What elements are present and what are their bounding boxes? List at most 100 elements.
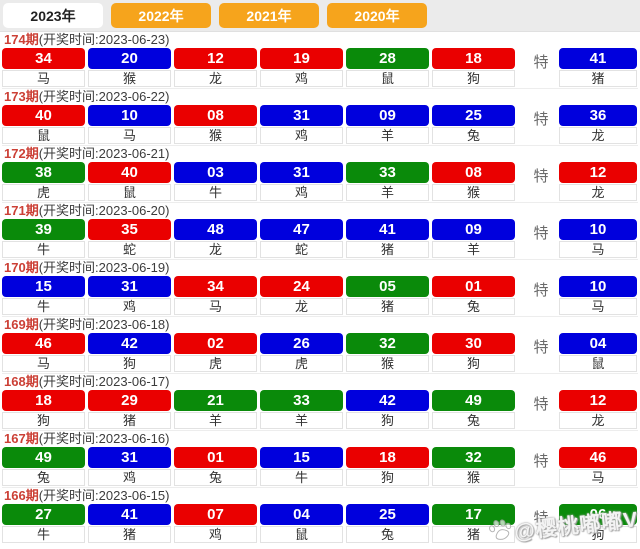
draw-period: 173期 bbox=[4, 89, 39, 104]
draw-period: 167期 bbox=[4, 431, 39, 446]
draw-block: 172期(开奖时间:2023-06-21) 38 虎 40 鼠 03 牛 31 鸡 33 羊 08 猴 特… bbox=[2, 145, 638, 201]
tab-2020年[interactable]: 2020年 bbox=[327, 3, 427, 28]
ball-cell: 03 牛 bbox=[174, 162, 257, 201]
ball-zodiac: 猴 bbox=[432, 469, 515, 486]
ball-cell: 41 猪 bbox=[88, 504, 171, 543]
ball-zodiac: 鼠 bbox=[260, 526, 343, 543]
ball-zodiac: 猴 bbox=[174, 127, 257, 144]
ball-number: 31 bbox=[260, 162, 343, 183]
ball-number: 10 bbox=[559, 276, 637, 297]
ball-cell: 18 狗 bbox=[432, 48, 515, 87]
draw-block: 170期(开奖时间:2023-06-19) 15 牛 31 鸡 34 马 24 龙 05 猪 01 兔特… bbox=[2, 259, 638, 315]
ball-cell: 08 猴 bbox=[432, 162, 515, 201]
ball-number: 01 bbox=[432, 276, 515, 297]
ball-zodiac: 虎 bbox=[260, 355, 343, 372]
ball-cell: 15 牛 bbox=[260, 447, 343, 486]
ball-zodiac: 猪 bbox=[346, 298, 429, 315]
ball-number: 33 bbox=[260, 390, 343, 411]
ball-zodiac: 牛 bbox=[260, 469, 343, 486]
ball-cell: 27 牛 bbox=[2, 504, 85, 543]
ball-number: 18 bbox=[346, 447, 429, 468]
ball-zodiac: 狗 bbox=[432, 355, 515, 372]
ball-cell: 35 蛇 bbox=[88, 219, 171, 258]
ball-number: 15 bbox=[2, 276, 85, 297]
tab-2021年[interactable]: 2021年 bbox=[219, 3, 319, 28]
draw-header: 168期(开奖时间:2023-06-17) bbox=[4, 374, 170, 389]
ball-cell: 25 兔 bbox=[346, 504, 429, 543]
special-ball-cell: 10 马 bbox=[559, 276, 637, 315]
ball-number: 31 bbox=[260, 105, 343, 126]
ball-zodiac: 猪 bbox=[559, 70, 637, 87]
ball-cell: 12 龙 bbox=[174, 48, 257, 87]
ball-zodiac: 蛇 bbox=[88, 241, 171, 258]
ball-number: 12 bbox=[559, 390, 637, 411]
ball-zodiac: 虎 bbox=[174, 355, 257, 372]
ball-cell: 49 兔 bbox=[2, 447, 85, 486]
ball-number: 49 bbox=[2, 447, 85, 468]
special-ball-cell: 46 马 bbox=[559, 447, 637, 486]
ball-zodiac: 马 bbox=[559, 469, 637, 486]
draw-period: 171期 bbox=[4, 203, 39, 218]
ball-number: 47 bbox=[260, 219, 343, 240]
ball-zodiac: 兔 bbox=[346, 526, 429, 543]
ball-number: 25 bbox=[346, 504, 429, 525]
ball-cell: 07 鸡 bbox=[174, 504, 257, 543]
ball-cell: 09 羊 bbox=[346, 105, 429, 144]
ball-zodiac: 兔 bbox=[174, 469, 257, 486]
ball-cell: 26 虎 bbox=[260, 333, 343, 372]
ball-number: 31 bbox=[88, 276, 171, 297]
ball-cell: 42 狗 bbox=[88, 333, 171, 372]
ball-number: 46 bbox=[559, 447, 637, 468]
special-ball-cell: 04 鼠 bbox=[559, 333, 637, 372]
ball-zodiac: 猪 bbox=[88, 412, 171, 429]
ball-row: 49 兔 31 鸡 01 兔 15 牛 18 狗 32 猴特 46 马 bbox=[2, 447, 638, 486]
ball-zodiac: 鼠 bbox=[559, 355, 637, 372]
ball-zodiac: 牛 bbox=[2, 241, 85, 258]
draw-list: 174期(开奖时间:2023-06-23) 34 马 20 猴 12 龙 19 鸡 28 鼠 18 狗特… bbox=[0, 32, 640, 543]
ball-row: 34 马 20 猴 12 龙 19 鸡 28 鼠 18 狗 特 41 猪 bbox=[2, 48, 638, 87]
ball-number: 08 bbox=[174, 105, 257, 126]
ball-zodiac: 鸡 bbox=[260, 127, 343, 144]
draw-header: 167期(开奖时间:2023-06-16) bbox=[4, 431, 170, 446]
ball-cell: 19 鸡 bbox=[260, 48, 343, 87]
ball-number: 08 bbox=[432, 162, 515, 183]
tab-2022年[interactable]: 2022年 bbox=[111, 3, 211, 28]
ball-zodiac: 蛇 bbox=[260, 241, 343, 258]
draw-header: 166期(开奖时间:2023-06-15) bbox=[4, 488, 170, 503]
ball-number: 03 bbox=[174, 162, 257, 183]
special-label: 特 bbox=[533, 54, 549, 71]
ball-number: 04 bbox=[260, 504, 343, 525]
special-label: 特 bbox=[533, 225, 549, 242]
draw-header: 169期(开奖时间:2023-06-18) bbox=[4, 317, 170, 332]
ball-number: 21 bbox=[174, 390, 257, 411]
ball-cell: 25 兔 bbox=[432, 105, 515, 144]
ball-cell: 32 猴 bbox=[346, 333, 429, 372]
ball-cell: 46 马 bbox=[2, 333, 85, 372]
ball-number: 06 bbox=[559, 504, 637, 525]
ball-zodiac: 鼠 bbox=[346, 70, 429, 87]
ball-number: 12 bbox=[174, 48, 257, 69]
ball-cell: 32 猴 bbox=[432, 447, 515, 486]
ball-number: 48 bbox=[174, 219, 257, 240]
ball-number: 39 bbox=[2, 219, 85, 240]
ball-cell: 34 马 bbox=[2, 48, 85, 87]
special-ball-cell: 41 猪 bbox=[559, 48, 637, 87]
ball-number: 34 bbox=[174, 276, 257, 297]
ball-cell: 20 猴 bbox=[88, 48, 171, 87]
tab-2023年[interactable]: 2023年 bbox=[3, 3, 103, 28]
ball-row: 40 鼠 10 马 08 猴 31 鸡 09 羊 25 兔 特 36 龙 bbox=[2, 105, 638, 144]
ball-zodiac: 龙 bbox=[559, 184, 637, 201]
ball-zodiac: 羊 bbox=[432, 241, 515, 258]
ball-cell: 31 鸡 bbox=[88, 276, 171, 315]
ball-zodiac: 马 bbox=[174, 298, 257, 315]
ball-number: 28 bbox=[346, 48, 429, 69]
ball-row: 15 牛 31 鸡 34 马 24 龙 05 猪 01 兔特 10 马 bbox=[2, 276, 638, 315]
ball-zodiac: 狗 bbox=[346, 412, 429, 429]
ball-row: 39 牛 35 蛇 48 龙 47 蛇 41 猪 09 羊特 10 马 bbox=[2, 219, 638, 258]
ball-cell: 31 鸡 bbox=[88, 447, 171, 486]
draw-block: 169期(开奖时间:2023-06-18) 46 马 42 狗 02 虎 26 虎 32 猴 30 狗特… bbox=[2, 316, 638, 372]
ball-cell: 33 羊 bbox=[260, 390, 343, 429]
ball-zodiac: 鼠 bbox=[88, 184, 171, 201]
draw-header: 173期(开奖时间:2023-06-22) bbox=[4, 89, 170, 104]
ball-number: 32 bbox=[432, 447, 515, 468]
